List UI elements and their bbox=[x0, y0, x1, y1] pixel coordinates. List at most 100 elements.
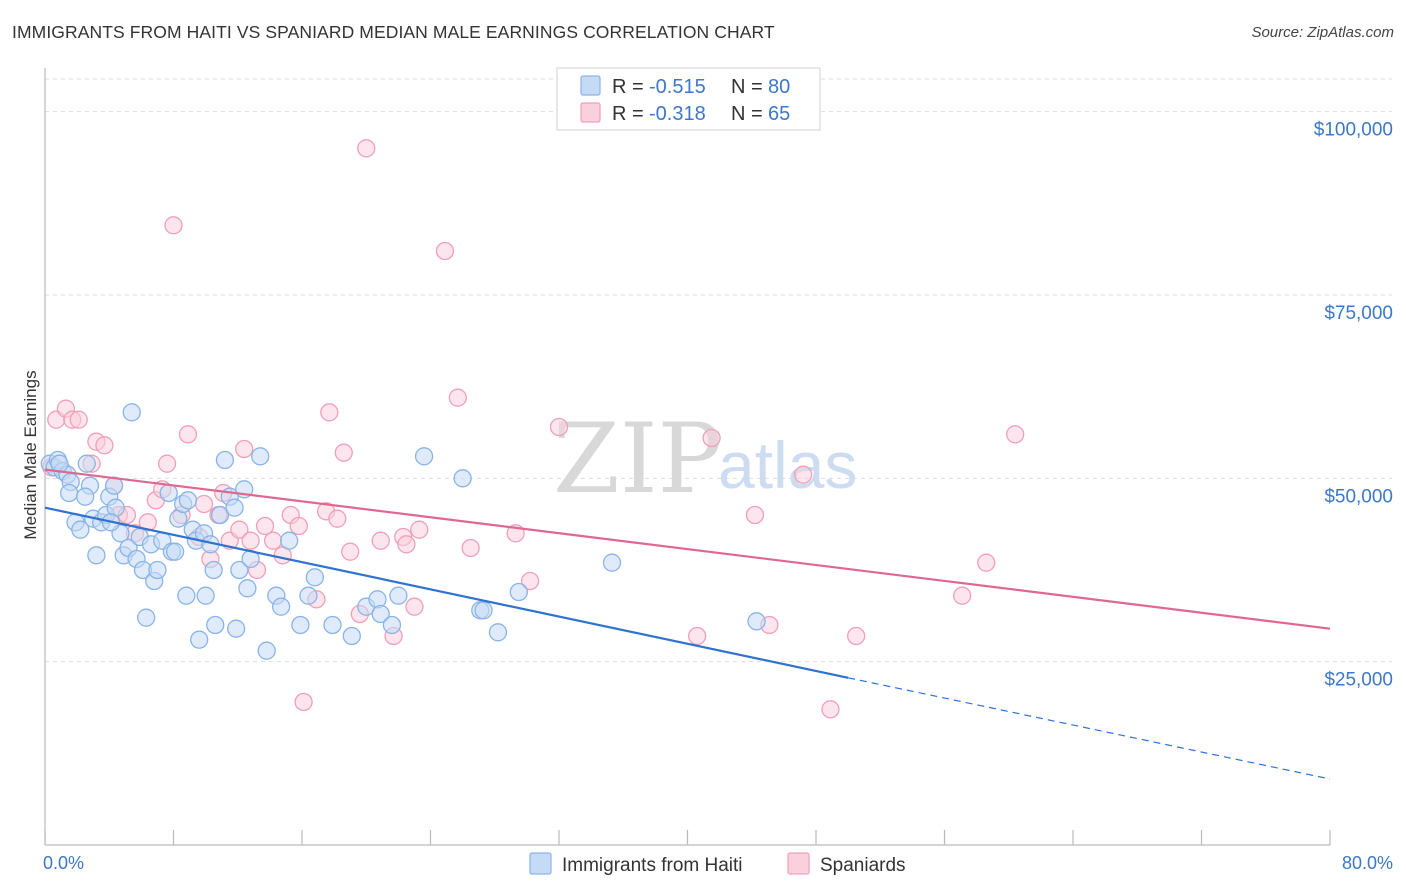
spaniards-point bbox=[164, 216, 183, 235]
y-axis-title: Median Male Earnings bbox=[21, 370, 40, 539]
haiti-point bbox=[389, 586, 408, 605]
haiti-point bbox=[299, 586, 318, 605]
spaniards-point bbox=[821, 700, 840, 719]
spaniards-point bbox=[549, 417, 569, 437]
haiti-point bbox=[371, 604, 390, 624]
spaniards-point bbox=[157, 454, 177, 473]
legend-n-label-haiti: N = bbox=[731, 76, 763, 98]
legend-r-value-haiti: -0.515 bbox=[649, 76, 706, 98]
haiti-point bbox=[165, 542, 185, 561]
series-legend: Immigrants from Haiti Spaniards bbox=[529, 852, 906, 876]
haiti-point bbox=[71, 520, 90, 539]
haiti-point bbox=[225, 498, 244, 517]
haiti-point bbox=[414, 447, 434, 466]
haiti-point bbox=[148, 560, 167, 580]
haiti-point bbox=[323, 615, 342, 635]
haiti-point bbox=[747, 612, 766, 631]
haiti-point bbox=[474, 601, 493, 620]
bottom-legend-swatch-haiti bbox=[529, 852, 552, 875]
haiti-point bbox=[251, 447, 270, 466]
bottom-legend-swatch-spain bbox=[787, 852, 810, 875]
haiti-point bbox=[210, 505, 230, 525]
watermark-zip: ZIP bbox=[553, 403, 722, 515]
x-tick-label-max: 80.0% bbox=[1342, 853, 1393, 873]
haiti-point bbox=[509, 582, 528, 602]
haiti-point bbox=[177, 586, 196, 605]
spaniards-point bbox=[289, 516, 308, 536]
spaniards-point bbox=[334, 443, 353, 462]
legend-r-value-spain: -0.318 bbox=[649, 103, 706, 125]
spaniards-point bbox=[241, 531, 260, 550]
legend-r-label-haiti: R = bbox=[612, 76, 644, 98]
spaniards-point bbox=[977, 553, 996, 572]
spaniards-point bbox=[397, 535, 416, 554]
spaniards-point bbox=[435, 241, 455, 261]
legend-n-value-spain: 65 bbox=[768, 103, 790, 125]
legend-r-label-spain: R = bbox=[612, 103, 644, 125]
spaniards-point bbox=[263, 531, 283, 550]
spaniards-point bbox=[448, 388, 467, 407]
haiti-point bbox=[204, 560, 223, 580]
chart-title: IMMIGRANTS FROM HAITI VS SPANIARD MEDIAN… bbox=[12, 22, 775, 42]
spaniards-point bbox=[194, 494, 214, 514]
spaniards-point bbox=[95, 436, 114, 455]
spaniards-point bbox=[953, 586, 972, 605]
haiti-point bbox=[602, 553, 622, 572]
y-tick-label-3: $100,000 bbox=[1314, 120, 1393, 141]
spaniards-point bbox=[69, 410, 88, 429]
correlation-legend: R = -0.515 N = 80 R = -0.318 N = 65 bbox=[556, 67, 821, 131]
haiti-point bbox=[342, 626, 361, 646]
y-tick-label-2: $75,000 bbox=[1324, 303, 1393, 324]
spaniards-point bbox=[255, 516, 275, 536]
spaniards-point bbox=[847, 626, 866, 646]
y-tick-label-1: $50,000 bbox=[1324, 486, 1393, 507]
spaniards-points bbox=[42, 139, 1025, 719]
spaniards-trendline bbox=[44, 468, 1331, 630]
bottom-legend-label-spain: Spaniards bbox=[820, 855, 906, 876]
spaniards-point bbox=[230, 520, 249, 539]
haiti-point bbox=[305, 568, 325, 587]
spaniards-point bbox=[320, 403, 339, 422]
spaniards-point bbox=[357, 139, 376, 158]
haiti-point bbox=[159, 483, 178, 503]
haiti-point bbox=[178, 491, 198, 510]
spaniards-point bbox=[371, 531, 390, 550]
haiti-point bbox=[226, 619, 246, 638]
spaniards-point bbox=[235, 439, 254, 459]
haiti-points bbox=[40, 403, 766, 660]
haiti-point bbox=[76, 487, 95, 506]
spaniards-point bbox=[294, 692, 313, 712]
spaniards-point bbox=[410, 520, 429, 539]
haiti-point bbox=[279, 531, 299, 550]
trendlines bbox=[44, 468, 1331, 780]
spaniards-point bbox=[794, 465, 813, 484]
x-tick-label-min: 0.0% bbox=[43, 853, 84, 873]
legend-box bbox=[556, 67, 821, 131]
haiti-point bbox=[137, 608, 156, 627]
watermark-atlas: atlas bbox=[718, 428, 857, 502]
haiti-point bbox=[206, 615, 225, 635]
haiti-point bbox=[238, 579, 257, 598]
haiti-trendline-extension bbox=[848, 677, 1331, 780]
legend-swatch-spain bbox=[580, 102, 601, 123]
haiti-point bbox=[271, 597, 291, 616]
spaniards-point bbox=[745, 505, 765, 525]
tick-labels: $25,000 $50,000 $75,000 $100,000 0.0% 80.0% bbox=[43, 120, 1393, 873]
haiti-point bbox=[122, 403, 141, 422]
spaniards-point bbox=[1006, 425, 1025, 444]
source-credit: Source: ZipAtlas.com bbox=[1251, 24, 1394, 41]
haiti-point bbox=[453, 469, 472, 488]
bottom-legend-label-haiti: Immigrants from Haiti bbox=[562, 855, 743, 876]
spaniards-point bbox=[461, 538, 480, 558]
haiti-point bbox=[59, 483, 79, 503]
legend-n-label-spain: N = bbox=[731, 103, 763, 125]
haiti-point bbox=[87, 546, 106, 565]
haiti-point bbox=[77, 454, 96, 473]
spaniards-point bbox=[702, 428, 721, 448]
haiti-point bbox=[382, 615, 402, 635]
spaniards-point bbox=[178, 425, 198, 444]
spaniards-point bbox=[341, 542, 360, 561]
spaniards-point bbox=[405, 597, 424, 616]
legend-swatch-haiti bbox=[580, 75, 601, 96]
